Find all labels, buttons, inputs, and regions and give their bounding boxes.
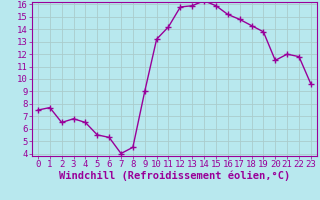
- X-axis label: Windchill (Refroidissement éolien,°C): Windchill (Refroidissement éolien,°C): [59, 171, 290, 181]
